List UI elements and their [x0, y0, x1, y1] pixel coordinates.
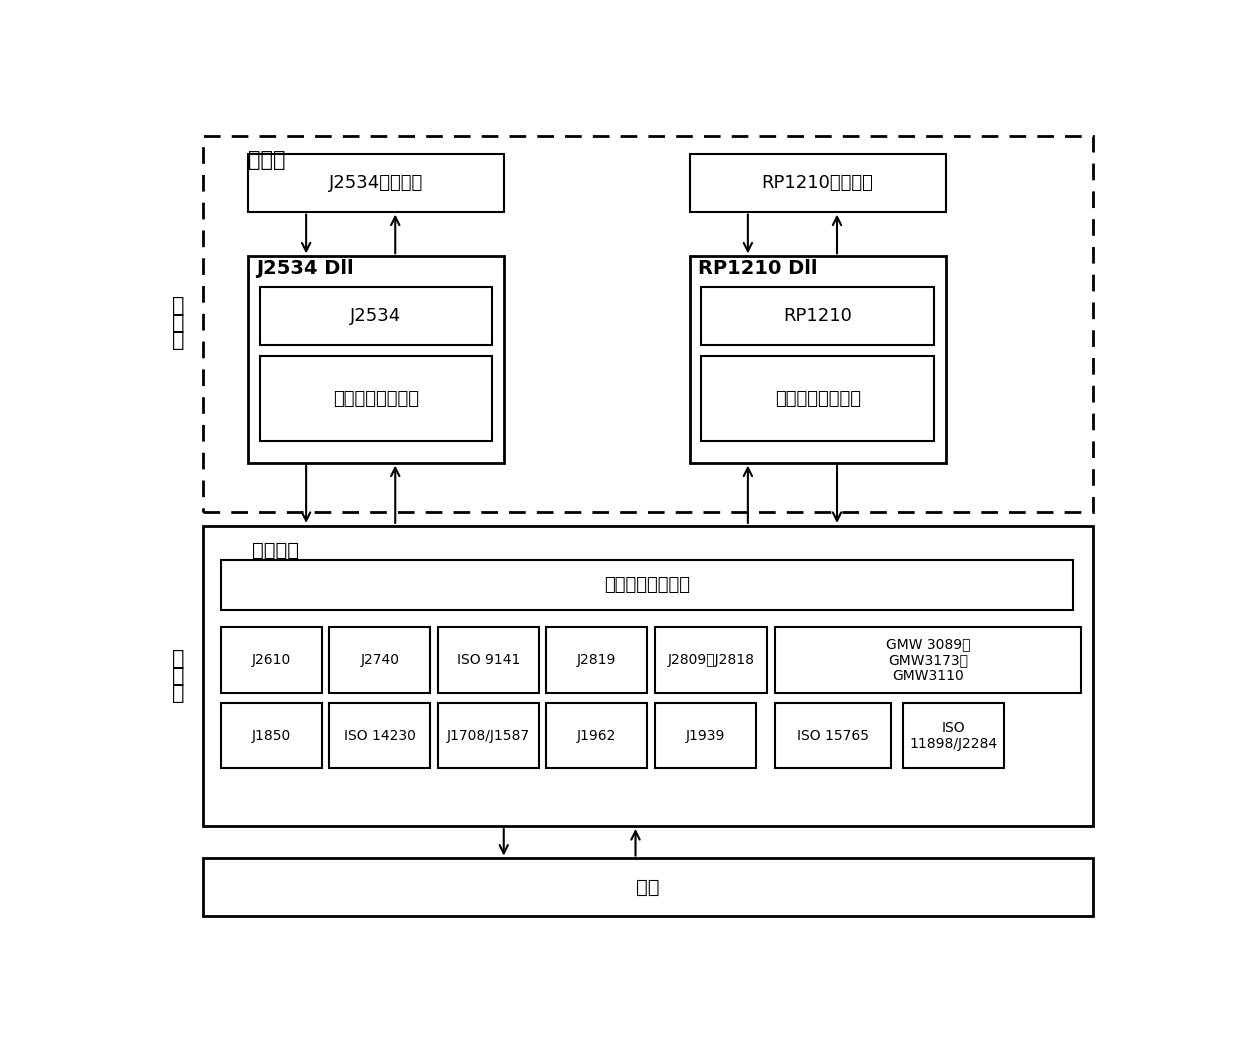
Bar: [547, 703, 647, 768]
Bar: [259, 357, 492, 441]
Text: 诊断设备: 诊断设备: [252, 542, 299, 561]
Text: 位: 位: [172, 313, 185, 333]
Bar: [203, 526, 1092, 826]
Bar: [221, 703, 321, 768]
Text: ISO 9141: ISO 9141: [456, 653, 520, 668]
Bar: [248, 256, 503, 462]
Text: J2534: J2534: [350, 307, 402, 325]
Text: ISO 14230: ISO 14230: [343, 729, 415, 743]
Bar: [689, 153, 945, 212]
Text: 元征诊断通信协议: 元征诊断通信协议: [775, 389, 861, 407]
Text: 下: 下: [172, 649, 185, 669]
Text: 汽车: 汽车: [636, 878, 660, 897]
Text: J1708/J1587: J1708/J1587: [446, 729, 529, 743]
Bar: [221, 560, 1074, 609]
Bar: [248, 153, 503, 212]
Bar: [203, 858, 1092, 916]
Bar: [775, 627, 1081, 693]
Bar: [903, 703, 1003, 768]
Bar: [438, 627, 538, 693]
Text: RP1210原厂软件: RP1210原厂软件: [761, 174, 873, 191]
Bar: [547, 627, 647, 693]
Text: J2740: J2740: [361, 653, 399, 668]
Bar: [330, 627, 430, 693]
Text: ISO
11898/J2284: ISO 11898/J2284: [909, 720, 997, 751]
Bar: [655, 703, 755, 768]
Text: J1962: J1962: [577, 729, 616, 743]
Bar: [702, 357, 934, 441]
Bar: [330, 703, 430, 768]
Text: 机: 机: [172, 682, 185, 703]
Bar: [438, 703, 538, 768]
Bar: [775, 703, 892, 768]
Text: J2819: J2819: [577, 653, 616, 668]
Bar: [655, 627, 768, 693]
Text: J1850: J1850: [252, 729, 291, 743]
Bar: [259, 287, 492, 345]
Text: 客户端: 客户端: [248, 150, 285, 170]
Text: ISO 15765: ISO 15765: [797, 729, 869, 743]
Text: J2809、J2818: J2809、J2818: [667, 653, 755, 668]
Text: RP1210 Dll: RP1210 Dll: [697, 259, 817, 278]
Bar: [203, 136, 1092, 512]
Text: J2610: J2610: [252, 653, 291, 668]
Text: 位: 位: [172, 665, 185, 686]
Text: 元征诊断通信协议: 元征诊断通信协议: [332, 389, 419, 407]
Bar: [221, 627, 321, 693]
Text: 上: 上: [172, 296, 185, 316]
Text: 元征诊断通信协议: 元征诊断通信协议: [604, 576, 691, 594]
Text: J2534 Dll: J2534 Dll: [255, 259, 353, 278]
Text: RP1210: RP1210: [784, 307, 852, 325]
Bar: [689, 256, 945, 462]
Text: J1939: J1939: [686, 729, 725, 743]
Text: GMW 3089、
GMW3173、
GMW3110: GMW 3089、 GMW3173、 GMW3110: [885, 637, 971, 683]
Text: J2534原厂软件: J2534原厂软件: [329, 174, 423, 191]
Text: 机: 机: [172, 330, 185, 350]
Bar: [702, 287, 934, 345]
